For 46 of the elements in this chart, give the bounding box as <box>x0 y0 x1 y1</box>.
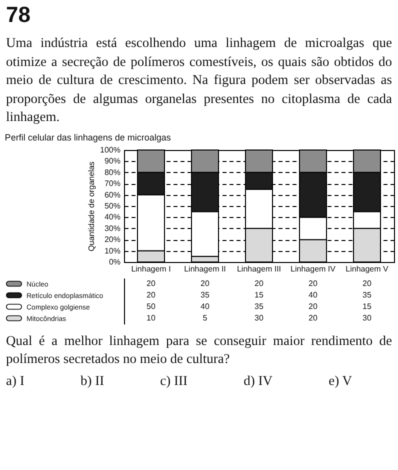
x-tick-label: Linhagem I <box>131 264 171 273</box>
data-label: 50 <box>146 301 156 310</box>
y-tick-label: 40% <box>104 212 120 222</box>
y-tick-label: 60% <box>104 190 120 199</box>
data-label: 15 <box>362 301 372 310</box>
y-tick-label: 90% <box>104 156 120 166</box>
y-axis-title: Quantidade de organelas <box>87 161 96 251</box>
data-label: 40 <box>200 301 210 310</box>
text: e) V <box>328 372 352 388</box>
y-tick-label: 30% <box>104 223 120 232</box>
y-tick-label: 0% <box>108 257 120 266</box>
y-tick-label: 70% <box>104 178 120 188</box>
data-label: 20 <box>308 278 318 288</box>
data-label: 20 <box>362 278 372 288</box>
data-label: 20 <box>146 290 156 299</box>
data-label: 20 <box>200 278 210 288</box>
data-label: 20 <box>254 278 264 288</box>
text: a) I <box>6 372 24 388</box>
x-tick-label: Linhagem V <box>346 264 390 273</box>
data-label: 10 <box>146 312 156 322</box>
x-tick-label: Linhagem IV <box>290 264 336 273</box>
data-label: 30 <box>362 312 372 322</box>
text: b) II <box>80 372 104 388</box>
x-tick-label: Linhagem II <box>184 264 226 273</box>
data-label: 20 <box>308 301 318 310</box>
data-label: 30 <box>254 312 264 322</box>
y-tick-label: 100% <box>100 145 120 154</box>
y-tick-label: 10% <box>104 246 120 255</box>
data-label: 35 <box>362 290 372 299</box>
data-label: 35 <box>200 290 210 299</box>
y-tick-label: 20% <box>104 234 120 244</box>
y-tick-label: 80% <box>104 167 120 176</box>
data-label: 20 <box>146 278 156 288</box>
data-label: 5 <box>202 312 208 322</box>
data-label: 15 <box>254 290 264 299</box>
data-label: 35 <box>254 301 264 310</box>
text: Uma indústria está escolhendo uma linhagem de microalgas que otimize a secreção de polímeros comestíveis, os quais são obtidos do meio de cultura de crescimento. Na figura podem ser observadas as proporções de algumas organelas presentes no citoplasma de cada linhagem. <box>6 34 392 126</box>
text: Qual é a melhor linhagem para se conseguir maior rendimento de polímeros secretados no meio de cultura? <box>6 332 392 368</box>
data-label: 20 <box>308 312 318 322</box>
text: 78 <box>6 2 32 28</box>
text: d) IV <box>244 372 272 388</box>
text: c) III <box>160 372 188 388</box>
chart-title: Perfil celular das linhagens de microalgas <box>4 132 172 142</box>
x-tick-label: Linhagem III <box>236 264 282 273</box>
data-label: 40 <box>308 290 318 299</box>
y-tick-label: 50% <box>104 201 120 210</box>
